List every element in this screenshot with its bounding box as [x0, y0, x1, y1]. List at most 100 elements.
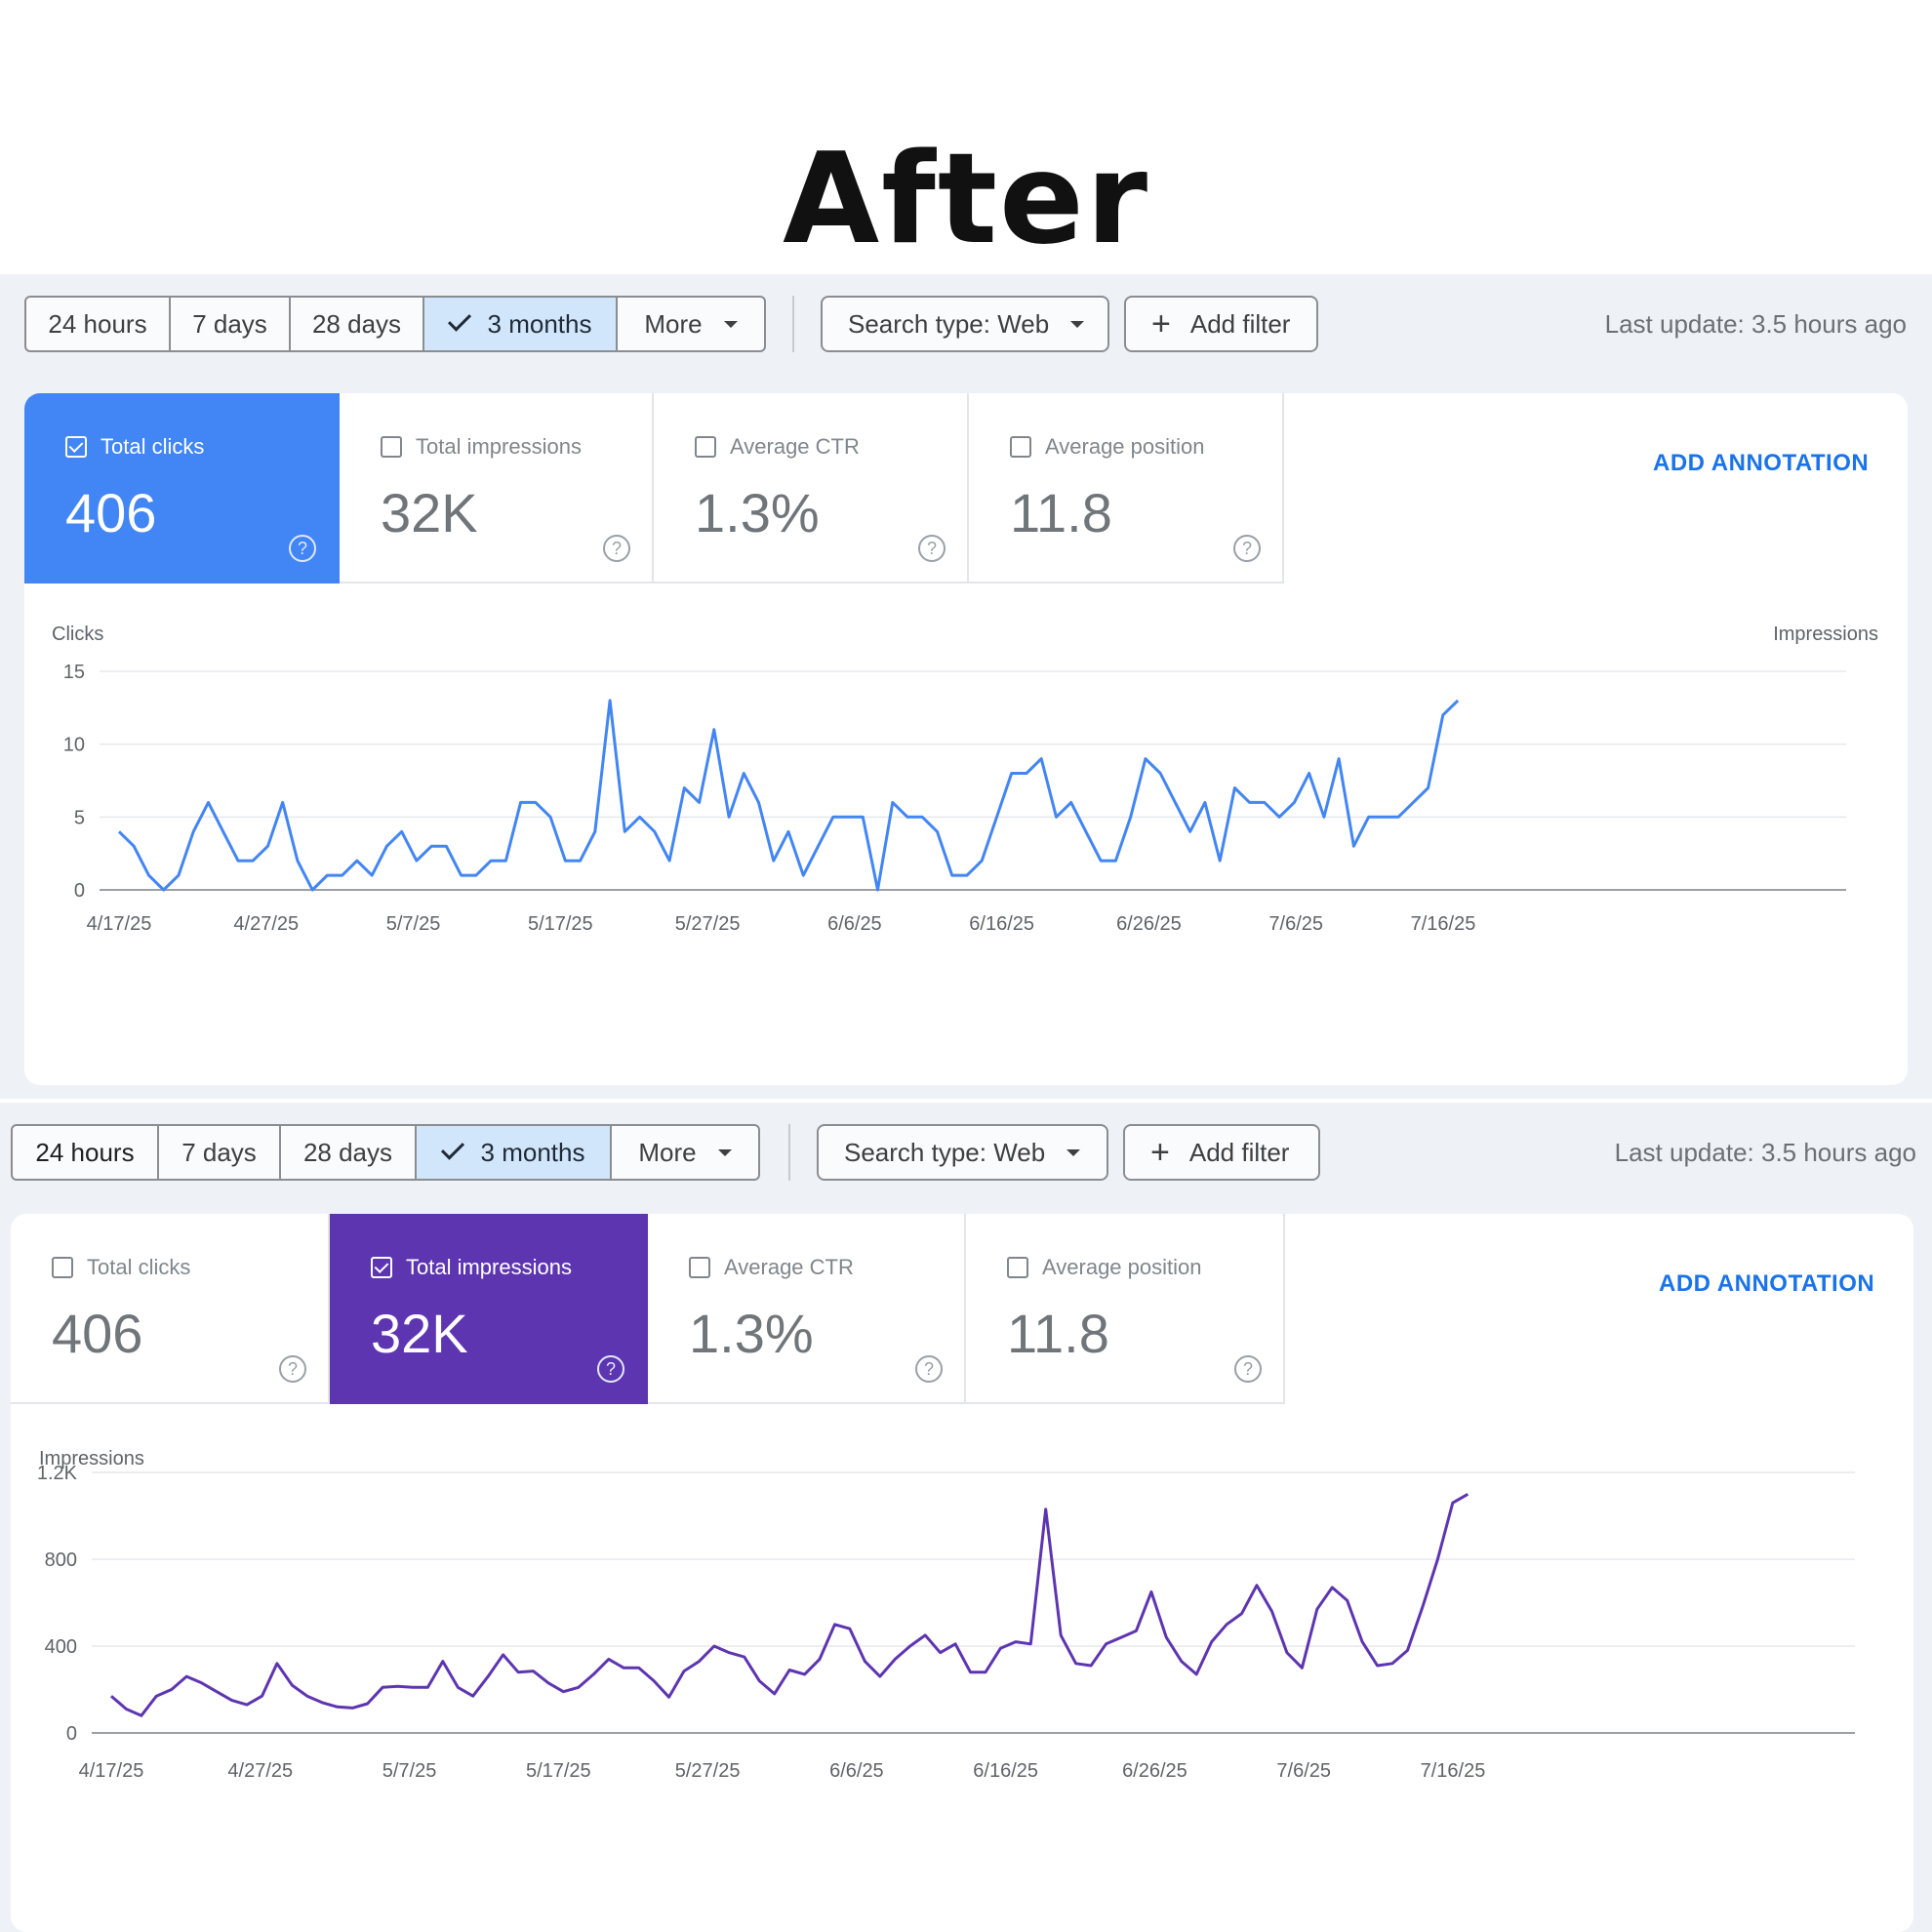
x-tick-label: 6/26/25: [1116, 913, 1182, 935]
metric-total-impressions[interactable]: Total impressions 32K ?: [340, 393, 654, 584]
caret-down-icon: [1067, 1148, 1081, 1156]
plus-icon: +: [1150, 1134, 1170, 1171]
x-tick-label: 5/27/25: [675, 913, 741, 935]
plus-icon: +: [1151, 305, 1171, 342]
help-icon[interactable]: ?: [603, 535, 630, 562]
help-icon[interactable]: ?: [1233, 535, 1261, 562]
x-tick-label: 4/17/25: [79, 1760, 144, 1782]
performance-panel-clicks: 24 hours 7 days 28 days 3 months More Se…: [0, 274, 1932, 1099]
range-7-days-button[interactable]: 7 days: [171, 298, 291, 350]
help-icon[interactable]: ?: [597, 1355, 624, 1383]
range-3-months-button[interactable]: 3 months: [424, 298, 618, 350]
toolbar-divider: [788, 1124, 790, 1181]
help-icon[interactable]: ?: [1234, 1355, 1262, 1383]
add-filter-button[interactable]: + Add filter: [1123, 1124, 1320, 1181]
range-3-months-button[interactable]: 3 months: [417, 1126, 612, 1179]
range-more-dropdown[interactable]: More: [612, 1126, 758, 1179]
y-tick-label: 15: [63, 662, 85, 683]
checkbox-icon: [65, 436, 87, 458]
date-toolbar: 24 hours 7 days 28 days 3 months More Se…: [0, 1124, 1932, 1181]
metric-value: 406: [52, 1303, 143, 1364]
metric-average-ctr[interactable]: Average CTR 1.3% ?: [654, 393, 969, 584]
x-tick-label: 4/17/25: [87, 913, 152, 935]
y-axis-label: Clicks: [52, 624, 103, 645]
y-tick-label: 1.2K: [37, 1463, 78, 1484]
metric-value: 32K: [381, 482, 478, 543]
checkbox-icon: [1007, 1257, 1028, 1278]
x-tick-label: 4/27/25: [227, 1760, 293, 1782]
y-tick-label: 400: [45, 1636, 77, 1658]
checkmark-icon: [447, 307, 471, 332]
series-line: [117, 699, 1460, 892]
range-28-days-button[interactable]: 28 days: [291, 298, 424, 350]
series-line: [110, 1492, 1469, 1717]
x-tick-label: 6/26/25: [1122, 1760, 1187, 1782]
x-tick-label: 6/16/25: [973, 1760, 1038, 1782]
y2-axis-label: Impressions: [1773, 624, 1878, 645]
impressions-chart: Impressions 0 400 800 1.2K 4/17/25 4/27/25 5/7…: [37, 1448, 1855, 1782]
caret-down-icon: [1070, 320, 1085, 328]
range-28-days-button[interactable]: 28 days: [281, 1126, 417, 1179]
x-tick-label: 5/17/25: [526, 1760, 591, 1782]
help-icon[interactable]: ?: [915, 1355, 943, 1383]
last-update-text: Last update: 3.5 hours ago: [1614, 1138, 1916, 1167]
x-tick-label: 5/27/25: [675, 1760, 741, 1782]
performance-panel-impressions: 24 hours 7 days 28 days 3 months More Se…: [0, 1103, 1932, 1932]
metric-total-impressions[interactable]: Total impressions 32K ?: [330, 1214, 648, 1404]
metric-value: 11.8: [1007, 1303, 1109, 1364]
metric-average-ctr[interactable]: Average CTR 1.3% ?: [648, 1214, 966, 1404]
metric-average-position[interactable]: Average position 11.8 ?: [969, 393, 1284, 584]
checkbox-icon: [52, 1257, 73, 1278]
checkbox-icon: [1010, 436, 1031, 458]
x-tick-label: 7/6/25: [1276, 1760, 1331, 1782]
date-toolbar: 24 hours 7 days 28 days 3 months More Se…: [0, 296, 1932, 352]
help-icon[interactable]: ?: [289, 535, 316, 562]
toolbar-divider: [792, 296, 794, 352]
metric-value: 406: [65, 482, 157, 543]
range-24-hours-button[interactable]: 24 hours: [13, 1126, 159, 1179]
help-icon[interactable]: ?: [279, 1355, 306, 1383]
add-annotation-button[interactable]: ADD ANNOTATION: [1659, 1270, 1875, 1297]
y-tick-label: 0: [74, 880, 85, 902]
metric-value: 11.8: [1010, 482, 1112, 543]
checkbox-icon: [381, 436, 402, 458]
x-tick-label: 4/27/25: [233, 913, 299, 935]
performance-card: Total clicks 406 ? Total impressions 32K…: [24, 393, 1908, 1085]
search-type-dropdown[interactable]: Search type: Web: [817, 1124, 1108, 1181]
checkmark-icon: [440, 1136, 464, 1160]
x-tick-label: 5/7/25: [382, 1760, 437, 1782]
help-icon[interactable]: ?: [918, 535, 946, 562]
page-heading: After: [783, 127, 1149, 272]
y-tick-label: 5: [74, 807, 85, 828]
clicks-chart: Clicks Impressions 0 5 10 15 4/17/25 4/27/25 5…: [52, 624, 1878, 935]
x-tick-label: 6/16/25: [969, 913, 1034, 935]
y-axis-label: Impressions: [39, 1448, 144, 1469]
range-7-days-button[interactable]: 7 days: [159, 1126, 281, 1179]
y-tick-label: 10: [63, 735, 85, 756]
search-type-dropdown[interactable]: Search type: Web: [821, 296, 1109, 352]
x-tick-label: 5/17/25: [528, 913, 593, 935]
range-24-hours-button[interactable]: 24 hours: [26, 298, 171, 350]
checkbox-icon: [689, 1257, 710, 1278]
metric-value: 1.3%: [689, 1303, 814, 1364]
x-tick-label: 6/6/25: [827, 913, 882, 935]
add-filter-button[interactable]: + Add filter: [1124, 296, 1318, 352]
range-more-dropdown[interactable]: More: [618, 298, 764, 350]
x-tick-label: 7/16/25: [1411, 913, 1476, 935]
x-tick-label: 6/6/25: [829, 1760, 884, 1782]
y-tick-label: 800: [45, 1550, 77, 1571]
performance-card: Total clicks 406 ? Total impressions 32K…: [11, 1214, 1913, 1932]
x-tick-label: 5/7/25: [386, 913, 441, 935]
date-range-selector: 24 hours 7 days 28 days 3 months More: [24, 296, 766, 352]
add-annotation-button[interactable]: ADD ANNOTATION: [1653, 450, 1870, 476]
metric-value: 1.3%: [695, 482, 820, 543]
caret-down-icon: [717, 1148, 732, 1156]
checkbox-icon: [371, 1257, 392, 1278]
checkbox-icon: [695, 436, 716, 458]
metric-total-clicks[interactable]: Total clicks 406 ?: [11, 1214, 330, 1404]
x-tick-label: 7/6/25: [1268, 913, 1323, 935]
metric-value: 32K: [371, 1303, 468, 1364]
metric-average-position[interactable]: Average position 11.8 ?: [966, 1214, 1285, 1404]
metric-total-clicks[interactable]: Total clicks 406 ?: [24, 393, 340, 584]
date-range-selector: 24 hours 7 days 28 days 3 months More: [11, 1124, 760, 1181]
